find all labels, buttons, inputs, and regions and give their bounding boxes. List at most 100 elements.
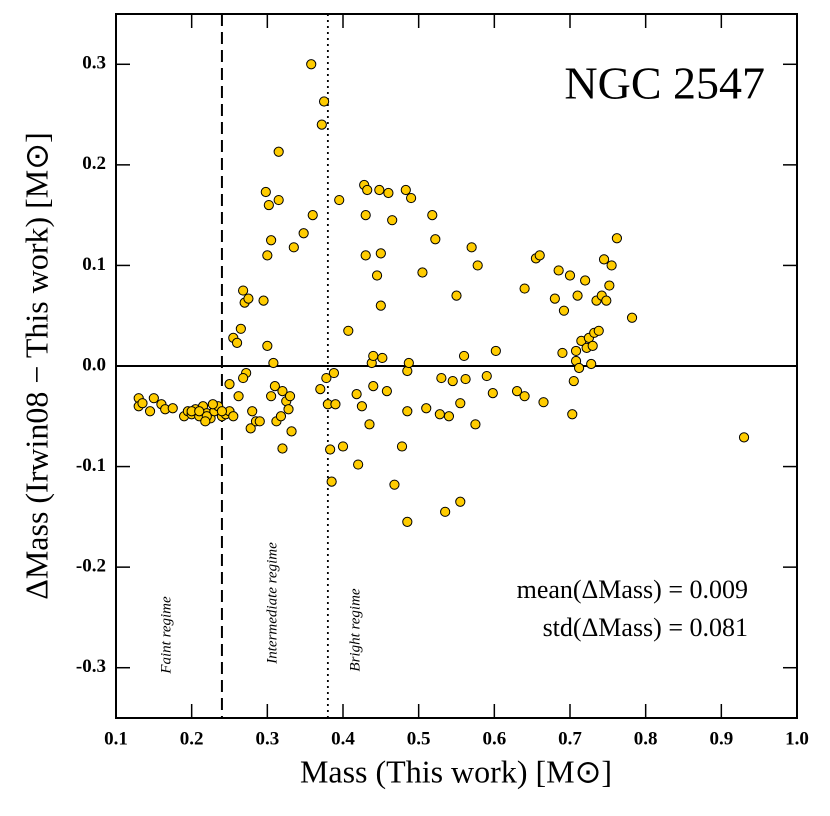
data-point — [334, 194, 345, 206]
chart-title: NGC 2547 — [564, 58, 765, 109]
data-point — [466, 242, 477, 253]
data-point — [538, 397, 549, 408]
data-point — [235, 323, 246, 334]
data-point — [298, 228, 309, 239]
data-point — [273, 194, 284, 206]
data-point — [402, 406, 413, 417]
data-point — [326, 476, 337, 487]
regime-label: Faint regime — [158, 596, 174, 675]
x-tick-label: 0.1 — [104, 728, 128, 749]
data-point — [360, 250, 371, 261]
data-point — [167, 403, 178, 414]
data-point — [402, 516, 413, 527]
data-point — [421, 403, 432, 414]
data-point — [269, 381, 280, 392]
data-point — [351, 389, 362, 400]
data-point — [570, 345, 582, 357]
data-point — [406, 192, 417, 204]
data-point — [564, 270, 576, 281]
data-point — [573, 362, 585, 374]
data-point — [458, 350, 470, 362]
data-point — [440, 506, 451, 517]
data-point — [534, 250, 545, 261]
data-point — [427, 210, 438, 221]
data-point — [587, 340, 598, 351]
regime-label: Intermediate regime — [264, 542, 280, 665]
y-axis-label: ΔMass (Irwin08 − This work) [M⊙] — [18, 132, 54, 599]
data-point — [288, 242, 299, 253]
data-point — [258, 295, 269, 306]
x-tick-label: 1.0 — [785, 728, 809, 749]
data-point — [403, 357, 414, 369]
data-point — [247, 406, 258, 417]
data-point — [238, 372, 249, 384]
x-tick-label: 0.2 — [180, 728, 204, 749]
data-point — [283, 404, 294, 415]
data-point — [306, 59, 317, 70]
data-point — [383, 187, 394, 199]
data-point — [387, 215, 398, 226]
data-point — [260, 186, 271, 198]
data-point — [328, 367, 340, 379]
data-point — [368, 381, 379, 392]
data-point — [263, 199, 274, 211]
data-point — [362, 184, 373, 196]
data-point — [460, 373, 471, 385]
data-point — [586, 358, 597, 370]
data-point — [519, 391, 530, 402]
y-tick-label: 0.2 — [82, 153, 106, 174]
data-point — [436, 372, 447, 384]
data-point — [325, 444, 336, 455]
data-point — [318, 96, 330, 107]
data-point — [360, 210, 371, 221]
data-point — [243, 293, 254, 304]
data-point — [626, 312, 638, 323]
data-point — [216, 406, 228, 417]
x-tick-label: 0.9 — [709, 728, 733, 749]
data-point — [557, 347, 568, 359]
data-point — [572, 290, 583, 301]
data-point — [284, 391, 296, 402]
data-point — [374, 184, 385, 196]
x-tick-label: 0.8 — [634, 728, 658, 749]
data-point — [245, 423, 256, 434]
data-point — [321, 372, 332, 384]
data-point — [375, 300, 386, 311]
y-tick-label: 0.1 — [82, 254, 106, 275]
data-point — [389, 479, 400, 490]
data-point — [434, 409, 445, 420]
data-point — [275, 411, 287, 422]
data-point — [356, 401, 368, 412]
data-point — [262, 250, 273, 261]
data-point — [233, 391, 244, 402]
x-tick-label: 0.7 — [558, 728, 582, 749]
x-tick-label: 0.3 — [255, 728, 279, 749]
data-point — [455, 398, 466, 409]
data-point — [228, 411, 239, 422]
data-point — [487, 388, 498, 399]
data-point — [371, 270, 383, 281]
data-point — [519, 283, 530, 294]
data-point — [207, 399, 218, 410]
data-point — [611, 233, 623, 244]
data-point — [377, 352, 388, 364]
y-tick-label: -0.2 — [76, 556, 106, 577]
data-point — [558, 305, 570, 316]
data-point — [417, 267, 428, 278]
y-tick-label: 0.0 — [82, 354, 106, 375]
data-point — [343, 325, 354, 336]
data-point — [286, 426, 297, 437]
data-point — [598, 254, 610, 265]
data-point — [200, 416, 211, 427]
annotation: std(ΔMass) = 0.081 — [543, 613, 748, 642]
data-point — [194, 406, 205, 417]
data-point — [224, 379, 235, 390]
y-tick-label: -0.3 — [76, 656, 106, 677]
x-tick-label: 0.6 — [482, 728, 506, 749]
data-point — [606, 260, 617, 271]
y-tick-label: 0.3 — [82, 53, 106, 74]
data-point — [353, 459, 364, 470]
data-point — [511, 386, 523, 397]
data-point — [447, 375, 458, 387]
